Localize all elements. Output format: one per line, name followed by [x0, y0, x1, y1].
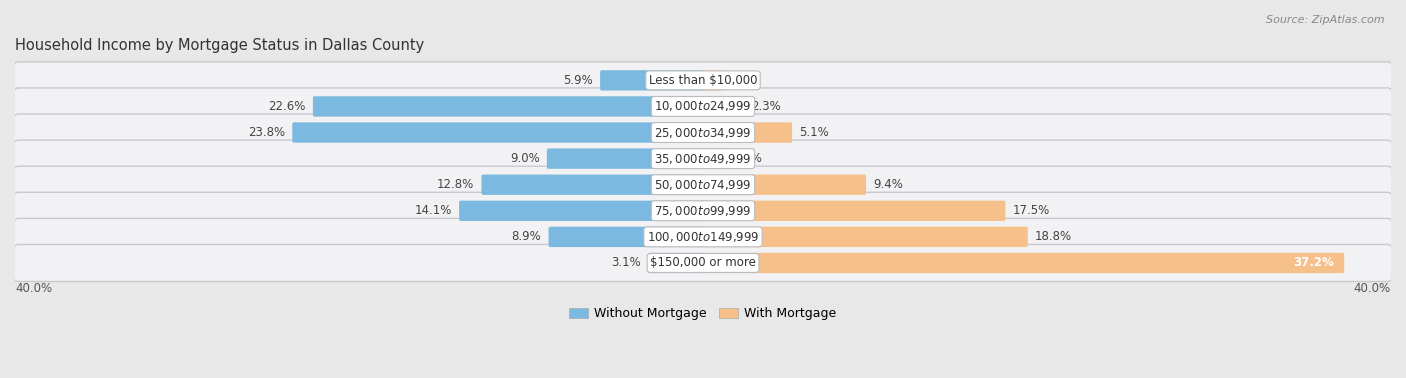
FancyBboxPatch shape	[702, 227, 1028, 247]
FancyBboxPatch shape	[702, 175, 866, 195]
Text: 5.9%: 5.9%	[564, 74, 593, 87]
Text: 18.8%: 18.8%	[1035, 230, 1073, 243]
FancyBboxPatch shape	[481, 175, 704, 195]
FancyBboxPatch shape	[13, 245, 1393, 282]
Text: 40.0%: 40.0%	[15, 282, 52, 295]
Text: 40.0%: 40.0%	[1354, 282, 1391, 295]
Text: Less than $10,000: Less than $10,000	[648, 74, 758, 87]
FancyBboxPatch shape	[13, 88, 1393, 125]
Text: 9.0%: 9.0%	[510, 152, 540, 165]
Text: 2.3%: 2.3%	[751, 100, 780, 113]
Text: 37.2%: 37.2%	[1294, 256, 1334, 270]
Text: $10,000 to $24,999: $10,000 to $24,999	[654, 99, 752, 113]
Text: $150,000 or more: $150,000 or more	[650, 256, 756, 270]
FancyBboxPatch shape	[13, 140, 1393, 177]
Text: 22.6%: 22.6%	[269, 100, 305, 113]
FancyBboxPatch shape	[314, 96, 704, 117]
FancyBboxPatch shape	[292, 122, 704, 143]
Text: 14.1%: 14.1%	[415, 204, 451, 217]
FancyBboxPatch shape	[13, 166, 1393, 203]
Text: 1.1%: 1.1%	[731, 74, 761, 87]
Text: $35,000 to $49,999: $35,000 to $49,999	[654, 152, 752, 166]
FancyBboxPatch shape	[13, 114, 1393, 151]
Text: Source: ZipAtlas.com: Source: ZipAtlas.com	[1267, 15, 1385, 25]
Text: $50,000 to $74,999: $50,000 to $74,999	[654, 178, 752, 192]
FancyBboxPatch shape	[13, 192, 1393, 229]
FancyBboxPatch shape	[702, 70, 723, 91]
FancyBboxPatch shape	[13, 62, 1393, 99]
FancyBboxPatch shape	[547, 149, 704, 169]
FancyBboxPatch shape	[702, 149, 725, 169]
FancyBboxPatch shape	[460, 201, 704, 221]
Text: $100,000 to $149,999: $100,000 to $149,999	[647, 230, 759, 244]
FancyBboxPatch shape	[548, 227, 704, 247]
FancyBboxPatch shape	[13, 218, 1393, 256]
FancyBboxPatch shape	[702, 253, 1344, 273]
FancyBboxPatch shape	[702, 96, 744, 117]
Legend: Without Mortgage, With Mortgage: Without Mortgage, With Mortgage	[564, 302, 842, 325]
Text: 1.2%: 1.2%	[733, 152, 762, 165]
Text: 8.9%: 8.9%	[512, 230, 541, 243]
FancyBboxPatch shape	[600, 70, 704, 91]
Text: 12.8%: 12.8%	[437, 178, 474, 191]
Text: 17.5%: 17.5%	[1012, 204, 1050, 217]
Text: 23.8%: 23.8%	[247, 126, 285, 139]
FancyBboxPatch shape	[702, 122, 792, 143]
Text: $75,000 to $99,999: $75,000 to $99,999	[654, 204, 752, 218]
Text: 3.1%: 3.1%	[612, 256, 641, 270]
Text: $25,000 to $34,999: $25,000 to $34,999	[654, 125, 752, 139]
Text: 5.1%: 5.1%	[800, 126, 830, 139]
FancyBboxPatch shape	[648, 253, 704, 273]
FancyBboxPatch shape	[702, 201, 1005, 221]
Text: 9.4%: 9.4%	[873, 178, 903, 191]
Text: Household Income by Mortgage Status in Dallas County: Household Income by Mortgage Status in D…	[15, 38, 425, 53]
